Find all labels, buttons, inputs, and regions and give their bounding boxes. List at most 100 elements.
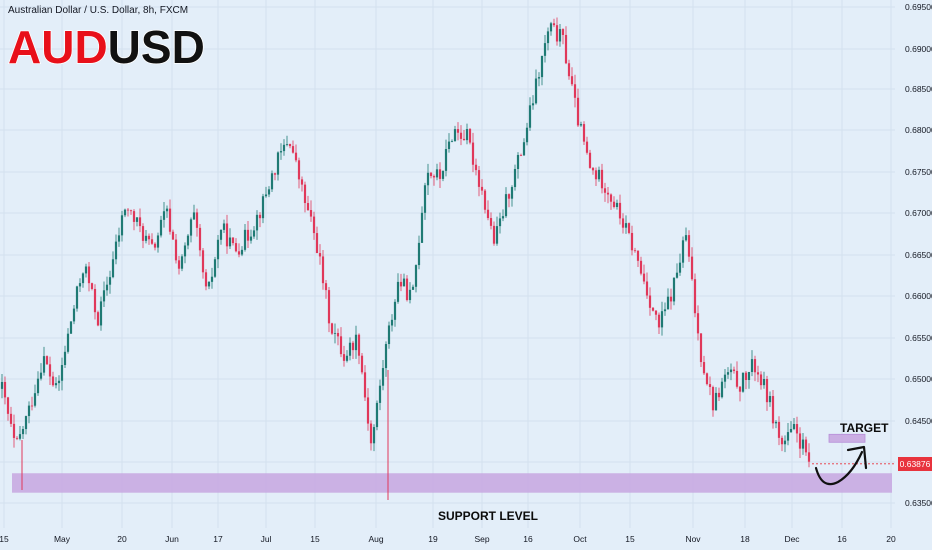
candle	[12, 414, 16, 448]
candle	[696, 305, 700, 341]
candle	[267, 186, 271, 198]
candle	[624, 215, 628, 234]
candle	[507, 193, 511, 208]
x-tick-label: 16	[523, 534, 533, 544]
candle	[654, 310, 658, 321]
candle	[720, 377, 724, 399]
candle	[246, 220, 250, 249]
target-zone	[828, 433, 866, 443]
candle	[30, 396, 34, 411]
candle	[306, 195, 310, 211]
candle	[222, 219, 226, 234]
candle	[120, 210, 124, 242]
x-tick-label: 15	[310, 534, 320, 544]
candle	[543, 35, 547, 63]
candle	[582, 121, 586, 146]
candle	[435, 163, 439, 181]
x-tick-label: Sep	[474, 534, 489, 544]
candle	[18, 426, 22, 441]
candle	[3, 376, 7, 405]
candle	[372, 424, 376, 452]
candle	[429, 171, 433, 179]
x-tick-label: 20	[117, 534, 127, 544]
candle	[426, 163, 430, 195]
candle	[756, 365, 760, 383]
candle	[669, 288, 673, 310]
candle	[288, 143, 292, 149]
candle	[312, 211, 316, 240]
candle	[360, 353, 364, 375]
candle	[243, 223, 247, 252]
candle	[147, 233, 151, 245]
candle	[363, 365, 367, 401]
candle	[369, 420, 373, 451]
candle	[450, 139, 454, 143]
x-tick-label: 16	[837, 534, 847, 544]
candle	[795, 416, 799, 443]
candle	[630, 225, 634, 256]
candle	[390, 314, 394, 332]
last-price-label: 0.63876	[898, 456, 932, 471]
candle	[108, 270, 112, 294]
candle	[21, 425, 25, 439]
candle	[714, 387, 718, 411]
candles	[0, 17, 896, 500]
candle	[597, 166, 601, 182]
candle	[513, 164, 517, 191]
candle	[102, 281, 106, 307]
candle	[807, 443, 811, 468]
x-tick-label: 15	[625, 534, 635, 544]
chart-grid	[0, 0, 895, 528]
candle	[588, 149, 592, 169]
candle	[219, 229, 223, 245]
candle	[177, 256, 181, 275]
candle	[117, 227, 121, 247]
candle	[192, 204, 196, 220]
x-tick-label: 15	[0, 534, 9, 544]
candle	[786, 423, 790, 446]
candle	[612, 196, 616, 209]
candle	[270, 170, 274, 192]
candle	[585, 136, 589, 155]
x-tick-label: Dec	[784, 534, 800, 544]
candle	[84, 263, 88, 278]
candle	[591, 167, 595, 175]
candle	[570, 67, 574, 87]
ticker-part-aud: AUD	[7, 20, 108, 74]
x-tick-label: Jul	[261, 534, 272, 544]
candle	[717, 387, 721, 402]
candle	[522, 138, 526, 156]
candle	[330, 322, 334, 335]
candle	[441, 170, 445, 182]
candle	[141, 223, 145, 249]
candle	[180, 254, 184, 272]
candle	[777, 416, 781, 446]
candle	[567, 59, 571, 80]
candle	[357, 333, 361, 365]
candle	[210, 267, 214, 289]
candle	[234, 238, 238, 253]
candle	[759, 371, 763, 390]
candle	[321, 249, 325, 290]
candle	[453, 125, 457, 142]
candle	[477, 166, 481, 197]
candle	[420, 206, 424, 243]
candle	[561, 28, 565, 45]
candle	[495, 216, 499, 246]
candle	[342, 345, 346, 367]
x-tick-label: Jun	[165, 534, 179, 544]
candle	[99, 296, 103, 331]
candle	[438, 162, 442, 189]
candle	[318, 244, 322, 265]
candle	[168, 199, 172, 235]
support-zone	[12, 473, 892, 493]
candle	[660, 301, 664, 336]
